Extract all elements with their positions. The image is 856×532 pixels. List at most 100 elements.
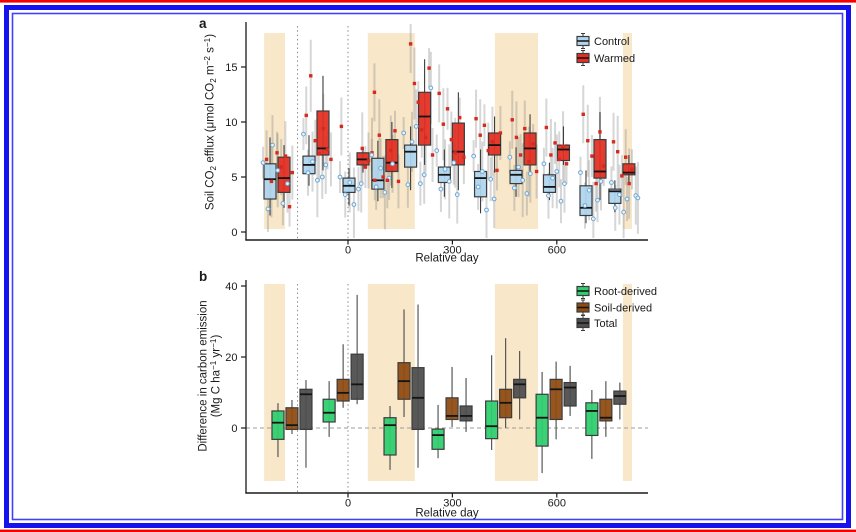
y-tick-label: 0 xyxy=(231,423,237,435)
data-point-warmed xyxy=(561,144,565,148)
data-point-warmed xyxy=(630,167,634,171)
data-point-control xyxy=(595,197,600,203)
data-point-control xyxy=(541,161,547,167)
legend-label-total: Total xyxy=(594,318,617,330)
data-point-warmed xyxy=(495,168,499,173)
data-point-warmed xyxy=(329,157,333,162)
box-root xyxy=(535,393,549,447)
x-tick-label: 600 xyxy=(548,245,566,257)
data-point-warmed xyxy=(523,126,527,131)
season-band xyxy=(622,284,632,481)
data-point-control xyxy=(491,196,497,202)
data-point-warmed xyxy=(377,133,382,137)
blue-frame-outer xyxy=(4,5,851,528)
data-point-warmed xyxy=(423,135,428,140)
data-point-control xyxy=(382,190,388,195)
y-axis-label: Soil CO2 efflux (μmol CO2 m−2 s−1) xyxy=(203,34,218,210)
box-warmed xyxy=(418,91,432,146)
data-point-control xyxy=(356,186,361,192)
data-point-warmed xyxy=(372,90,377,94)
data-point-warmed xyxy=(427,66,431,70)
data-point-control xyxy=(484,207,489,213)
data-point-warmed xyxy=(616,150,620,154)
data-point-control xyxy=(635,195,641,201)
legend-label-soil: Soil-derived xyxy=(594,302,652,314)
data-point-control xyxy=(265,206,271,212)
data-point-control xyxy=(624,196,630,202)
data-point-control xyxy=(438,186,444,192)
data-point-warmed xyxy=(437,91,441,96)
box-root xyxy=(271,410,285,440)
data-point-control xyxy=(434,148,440,154)
x-tick-label: 0 xyxy=(345,245,351,257)
data-point-warmed xyxy=(534,169,539,174)
data-point-control xyxy=(301,131,306,137)
data-point-warmed xyxy=(321,126,325,131)
box-total xyxy=(513,378,527,399)
legend-item-control: Control xyxy=(576,33,629,49)
y-tick-label: 10 xyxy=(225,117,237,129)
y-tick-label: 15 xyxy=(225,62,237,74)
data-point-warmed xyxy=(389,148,393,153)
box-control xyxy=(473,170,488,198)
box-root xyxy=(485,400,499,440)
data-point-warmed xyxy=(594,181,598,186)
legend-label-warmed: Warmed xyxy=(594,53,635,65)
data-point-warmed xyxy=(317,152,321,156)
data-point-control xyxy=(527,171,533,177)
data-point-warmed xyxy=(518,153,523,157)
legend-item-soil: Soil-derived xyxy=(576,299,652,316)
data-point-control xyxy=(516,164,521,170)
x-tick-label: 300 xyxy=(443,245,461,257)
data-point-warmed xyxy=(339,124,344,129)
data-point-warmed xyxy=(363,165,368,169)
data-point-control xyxy=(550,175,556,181)
panel-label-b: b xyxy=(199,269,207,284)
data-point-control xyxy=(342,192,348,198)
season-band xyxy=(622,33,632,229)
data-point-control xyxy=(558,198,564,204)
data-point-control xyxy=(507,154,513,160)
data-point-control xyxy=(546,193,551,199)
data-point-control xyxy=(305,170,311,176)
box-soil xyxy=(549,378,563,421)
x-tick-label: 300 xyxy=(443,498,461,510)
data-point-control xyxy=(358,181,364,187)
box-warmed xyxy=(385,139,399,173)
box-total xyxy=(350,353,364,400)
box-total xyxy=(459,405,473,422)
box-soil xyxy=(336,378,350,402)
data-point-control xyxy=(454,192,460,198)
data-point-control xyxy=(373,184,379,190)
data-point-control xyxy=(446,179,452,184)
data-point-warmed xyxy=(408,42,413,46)
data-point-warmed xyxy=(412,81,417,86)
data-point-control xyxy=(471,153,477,159)
data-point-control xyxy=(520,177,526,183)
legend-label-root: Root-derived xyxy=(594,286,657,298)
data-point-control xyxy=(275,168,281,173)
x-axis-label: Relative day xyxy=(415,508,479,520)
data-point-warmed xyxy=(553,141,557,145)
data-point-control xyxy=(582,203,588,209)
data-point-warmed xyxy=(366,158,371,163)
data-point-warmed xyxy=(602,164,606,168)
data-point-warmed xyxy=(360,146,364,151)
box-warmed xyxy=(316,110,330,156)
data-point-control xyxy=(310,159,315,165)
data-point-control xyxy=(401,130,407,136)
legend-item-root: Root-derived xyxy=(576,283,657,299)
data-point-control xyxy=(369,152,375,158)
data-point-control xyxy=(314,177,320,183)
box-root xyxy=(585,402,599,437)
data-point-warmed xyxy=(514,135,519,140)
y-axis-label-line2: (Mg C ha−1 yr−1) xyxy=(209,335,223,418)
data-point-warmed xyxy=(482,123,487,127)
data-point-control xyxy=(421,172,427,178)
data-point-warmed xyxy=(624,155,628,159)
data-point-control xyxy=(337,174,343,180)
data-point-control xyxy=(612,205,618,211)
y-tick-label: 0 xyxy=(231,227,237,239)
panel-label-a: a xyxy=(199,16,207,31)
